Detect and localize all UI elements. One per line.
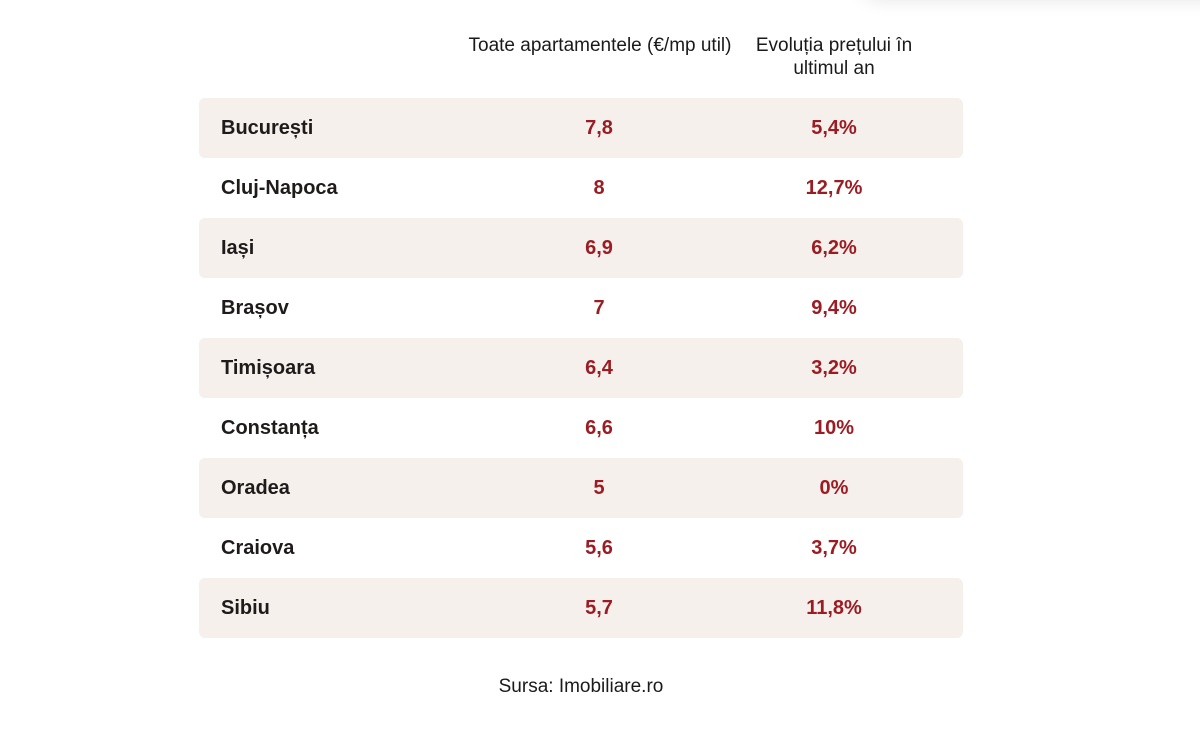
table-row: Timișoara 6,4 3,2% [199,338,963,398]
change-cell: 3,2% [811,357,857,379]
city-cell: Oradea [221,477,290,499]
table-row: București 7,8 5,4% [199,98,963,158]
table-row: Oradea 5 0% [199,458,963,518]
source-caption: Sursa: Imobiliare.ro [498,676,664,697]
city-cell: Iași [221,237,255,259]
table-row: Sibiu 5,7 11,8% [199,578,963,638]
city-cell: Craiova [221,537,295,559]
price-cell: 7,8 [585,117,613,139]
city-cell: Timișoara [221,357,316,379]
change-cell: 9,4% [811,297,857,319]
table-row: Iași 6,9 6,2% [199,218,963,278]
price-cell: 6,9 [585,237,613,259]
price-cell: 7 [593,297,605,319]
price-cell: 6,6 [585,417,613,439]
change-cell: 5,4% [811,117,857,139]
column-header-change: Evoluția prețului în ultimul an [755,35,913,79]
city-cell: Constanța [221,417,319,439]
table-row: Constanța 6,6 10% [199,398,963,458]
price-cell: 5,7 [585,597,613,619]
price-cell: 5 [593,477,605,499]
change-cell: 11,8% [806,597,862,619]
column-header-price: Toate apartamentele (€/mp util) [468,35,732,56]
table-body: București 7,8 5,4% Cluj-Napoca 8 12,7% I… [199,98,963,638]
change-cell: 6,2% [811,237,857,259]
price-cell: 6,4 [585,357,613,379]
change-cell: 12,7% [805,177,863,199]
city-cell: Brașov [221,297,289,319]
change-cell: 3,7% [811,537,857,559]
table-header: Toate apartamentele (€/mp util) Evoluția… [199,30,963,98]
change-cell: 0% [819,477,849,499]
change-cell: 10% [813,417,855,439]
city-cell: Cluj-Napoca [221,177,338,199]
city-cell: Sibiu [221,597,270,619]
table-row: Brașov 7 9,4% [199,278,963,338]
price-cell: 8 [593,177,605,199]
price-cell: 5,6 [585,537,613,559]
rent-price-table: Toate apartamentele (€/mp util) Evoluția… [199,30,963,638]
city-cell: București [221,117,314,139]
table-row: Cluj-Napoca 8 12,7% [199,158,963,218]
table-row: Craiova 5,6 3,7% [199,518,963,578]
